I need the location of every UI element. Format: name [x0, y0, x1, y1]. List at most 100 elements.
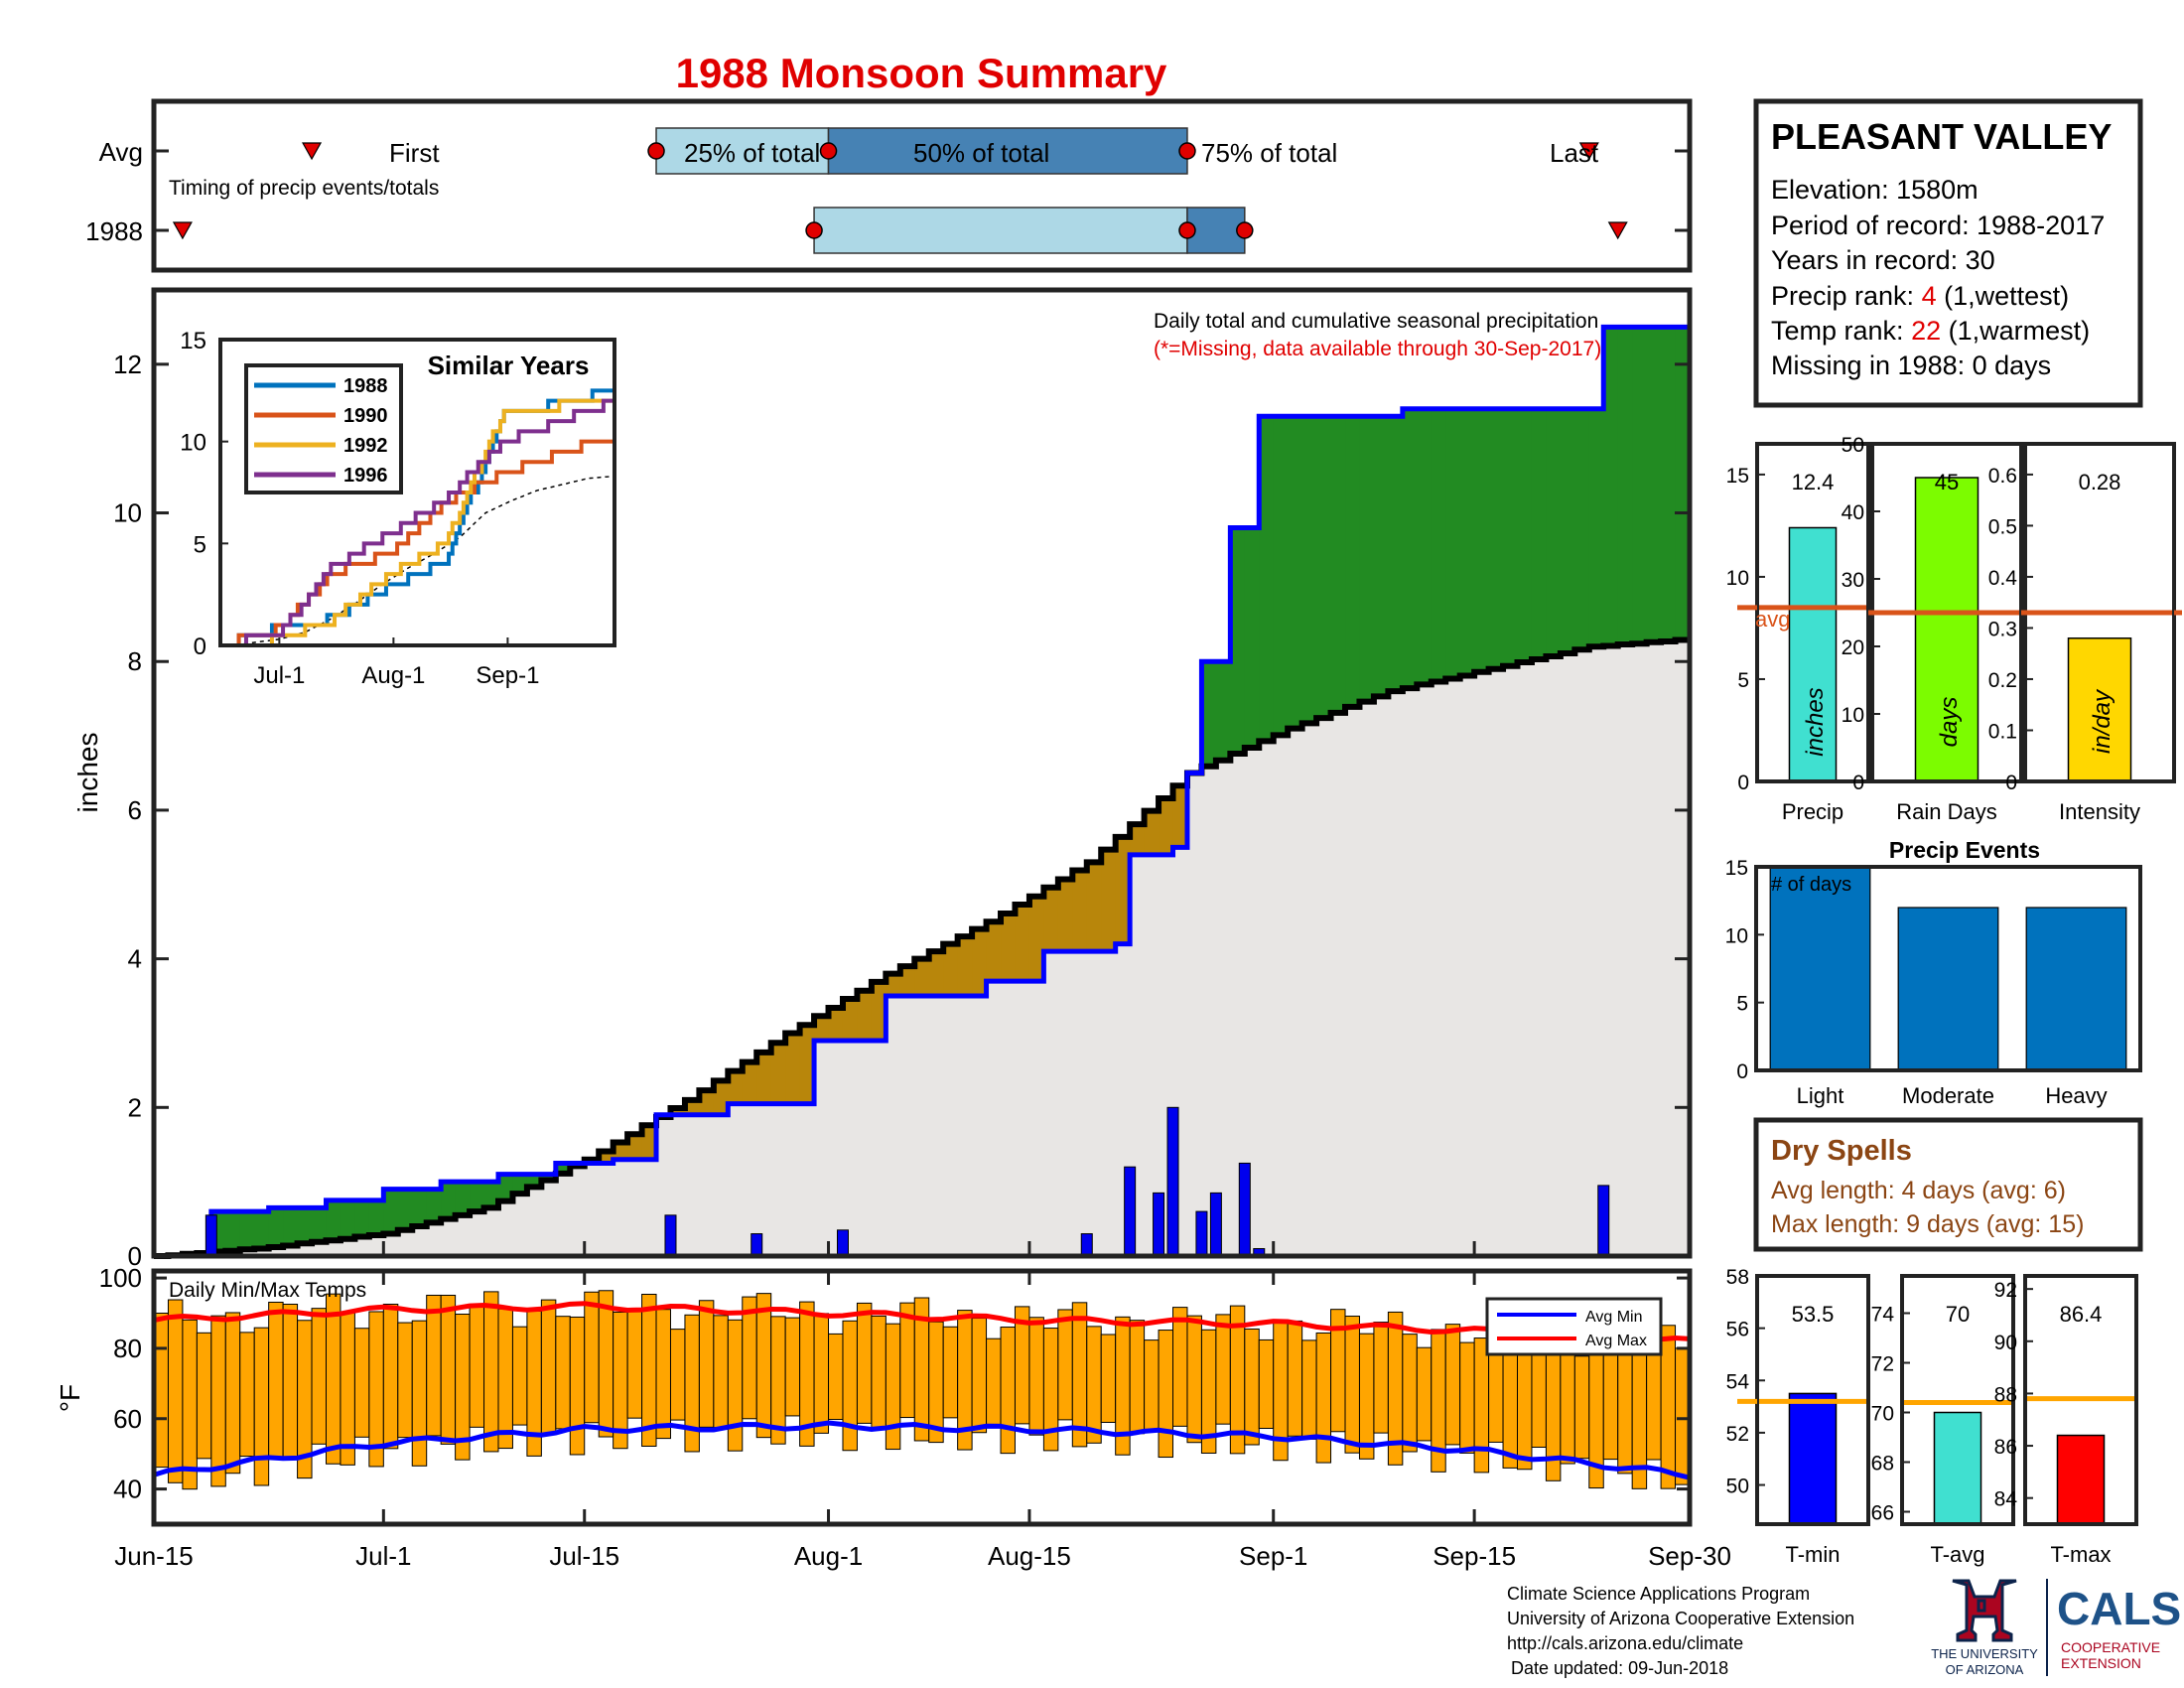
- above-average-fill: [383, 1189, 399, 1234]
- rain-days-stat-value: 45: [1935, 470, 1959, 494]
- daily-temp-bar: [1517, 1339, 1533, 1471]
- station-years: Years in record: 30: [1771, 245, 1995, 275]
- first-label: First: [389, 138, 440, 168]
- rain-days-stat-y-tick-label: 30: [1842, 569, 1864, 592]
- below-average-fill: [770, 1043, 786, 1104]
- inset-series-line-1996: [220, 398, 614, 647]
- above-average-fill: [470, 1182, 485, 1212]
- tmax-stat-bar: [2056, 1434, 2106, 1525]
- daily-temp-bar: [986, 1337, 1002, 1425]
- daily-temp-bar: [253, 1327, 270, 1486]
- daily-temp-bar: [1100, 1334, 1117, 1423]
- precip-y-tick-label: 4: [128, 944, 142, 974]
- date-x-tick-label: Sep-15: [1433, 1541, 1516, 1571]
- precip-note2: (*=Missing, data available through 30-Se…: [1154, 338, 1601, 360]
- inset-legend-label-1992: 1992: [343, 435, 388, 457]
- tmax-stat-y-tick-label: 88: [1994, 1383, 2017, 1406]
- timing-box-25-50-avg: [655, 127, 830, 175]
- above-average-fill: [555, 1163, 571, 1174]
- daily-temp-bar: [885, 1323, 901, 1451]
- tmin-stat-y-tick-label: 58: [1726, 1266, 1749, 1289]
- temp-chart: Daily Min/Max Temps 40 60 80 100 °F Avg Min…: [55, 1241, 1731, 1571]
- daily-temp-bar: [669, 1329, 686, 1421]
- daily-temp-bar: [1459, 1341, 1475, 1454]
- above-average-fill: [1588, 408, 1604, 647]
- inset-legend-label-1990: 1990: [343, 405, 388, 427]
- timing-dot-p75-year: [1236, 221, 1254, 239]
- timing-triangle-last-year: [1607, 221, 1628, 240]
- below-average-fill: [1001, 913, 1017, 982]
- daily-precip-bar: [664, 1214, 677, 1257]
- avg-max-temp-line: [153, 1301, 1691, 1344]
- above-average-fill: [1345, 416, 1361, 707]
- rain-days-stat-unit: days: [1936, 697, 1963, 748]
- tavg-stat-frame: [1900, 1274, 2015, 1526]
- rain-days-stat-y-tick-label: 40: [1842, 501, 1864, 524]
- daily-temp-bar: [311, 1308, 327, 1445]
- above-average-fill: [1675, 327, 1691, 640]
- above-average-fill: [254, 1211, 270, 1249]
- below-average-fill: [1159, 797, 1174, 855]
- daily-temp-bar: [698, 1300, 715, 1428]
- daily-temp-bar: [613, 1311, 628, 1450]
- intensity-stat-y-tick-label: 0: [2005, 772, 2017, 794]
- daily-temp-bar: [1000, 1327, 1016, 1455]
- footer: Climate Science Applications Program Uni…: [1507, 1579, 2181, 1678]
- inset-series-line-1992: [220, 398, 614, 647]
- tmax-stat-y-tick-label: 90: [1994, 1332, 2017, 1354]
- daily-temp-bar: [426, 1294, 442, 1437]
- timing-triangle-first-year: [172, 221, 193, 240]
- above-average-fill: [1402, 408, 1418, 689]
- daily-temp-bar: [856, 1302, 873, 1424]
- precip-stat-y-tick-label: 0: [1737, 772, 1749, 794]
- last-label: Last: [1550, 138, 1599, 168]
- tmin-stat-y-tick-label: 54: [1726, 1370, 1750, 1393]
- timing-marks: [154, 127, 1690, 254]
- above-average-fill: [1560, 408, 1575, 653]
- date-x-tick-label: Sep-1: [1239, 1541, 1307, 1571]
- precip-stat-value: 12.4: [1792, 470, 1835, 494]
- rain-days-stat-y-tick-label: 10: [1842, 704, 1864, 727]
- daily-temp-bar: [755, 1293, 772, 1439]
- station-box: PLEASANT VALLEY Elevation: 1580m Period …: [1753, 98, 2143, 408]
- timing-dot-p50-year: [1178, 221, 1196, 239]
- daily-temp-bar: [210, 1315, 226, 1487]
- daily-temp-bar: [641, 1293, 657, 1447]
- rain-days-stat: 0 10 20 30 40 50 45 Rain Days days: [1842, 434, 2023, 824]
- inset-y-tick-label: 15: [180, 328, 206, 354]
- station-frame: [1753, 98, 2143, 408]
- below-average-fill: [1144, 810, 1160, 855]
- tmax-stat-label: T-max: [2050, 1542, 2111, 1567]
- above-average-fill: [1488, 408, 1504, 669]
- daily-temp-bar: [1215, 1314, 1231, 1425]
- below-average-fill: [728, 1070, 744, 1104]
- above-average-fill: [312, 1207, 328, 1242]
- below-average-fill: [599, 1151, 614, 1164]
- daily-temp-bar: [1172, 1307, 1188, 1427]
- daily-temp-bar: [1358, 1333, 1375, 1460]
- daily-temp-bar: [511, 1326, 528, 1426]
- events-marks: Light Moderate Heavy 0 5 10 15: [1725, 857, 2127, 1108]
- inset-legend: 1988 1990 1992 1996: [244, 363, 403, 494]
- above-average-fill: [1603, 327, 1619, 646]
- tavg-stat-bar: [1933, 1411, 1982, 1525]
- daily-temp-bar: [325, 1293, 341, 1465]
- daily-temp-bar: [626, 1309, 643, 1419]
- above-average-fill: [1373, 416, 1389, 697]
- p50-label: 50% of total: [913, 138, 1049, 168]
- daily-temp-bar: [353, 1328, 370, 1438]
- below-average-fill: [842, 999, 859, 1041]
- tavg-stat-y-tick-label: 70: [1871, 1403, 1894, 1426]
- below-average-fill: [986, 921, 1002, 982]
- above-average-fill: [1574, 408, 1590, 650]
- temp-marks: [153, 1290, 1691, 1490]
- below-average-fill: [1086, 862, 1102, 952]
- chart-title: 1988 Monsoon Summary: [676, 50, 1167, 96]
- coop-line2: EXTENSION: [2061, 1655, 2141, 1671]
- events-bar-moderate: [1897, 907, 1999, 1071]
- timing-dot-p50-avg: [819, 142, 838, 160]
- daily-temp-bar: [1071, 1302, 1088, 1448]
- footer-url: http://cals.arizona.edu/climate: [1507, 1633, 1743, 1653]
- intensity-stat-bar: [2067, 637, 2132, 782]
